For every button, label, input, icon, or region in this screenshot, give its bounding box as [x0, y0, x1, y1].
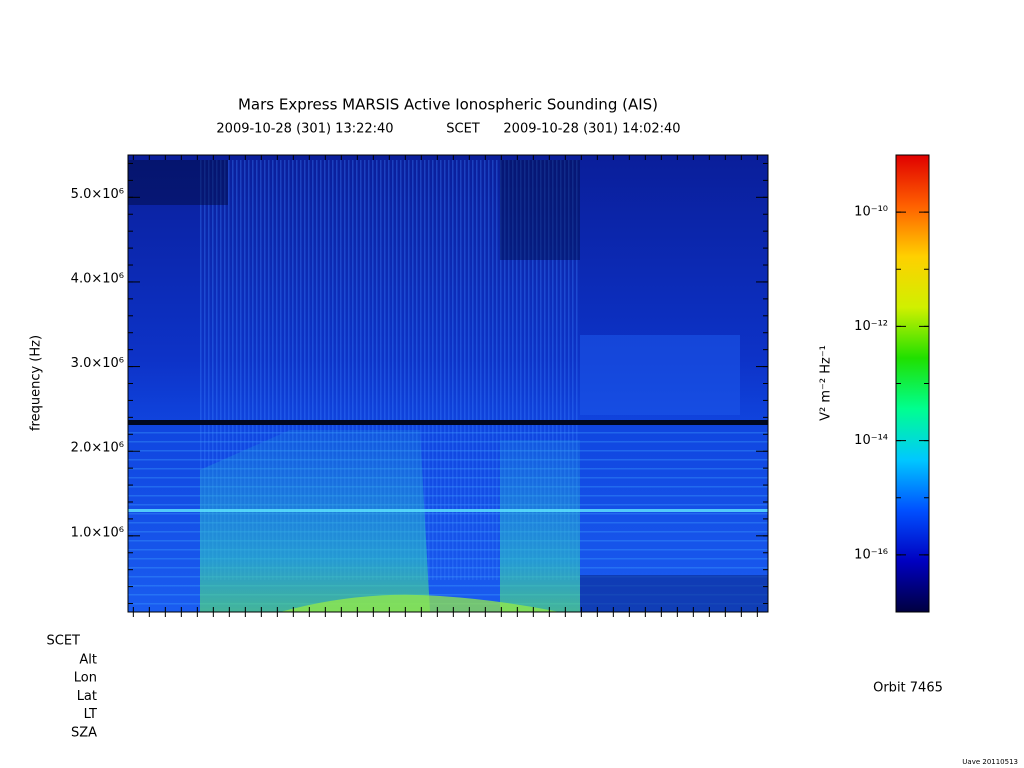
- y-tick-label: 4.0×10⁶: [71, 271, 124, 286]
- chart-title: Mars Express MARSIS Active Ionospheric S…: [238, 96, 658, 114]
- colorbar-label: V² m⁻² Hz⁻¹: [819, 345, 834, 421]
- y-axis-label: frequency (Hz): [29, 335, 44, 431]
- colorbar-tick-label: 10⁻¹⁰: [854, 205, 888, 220]
- start-time: 2009-10-28 (301) 13:22:40: [216, 122, 393, 137]
- y-tick-label: 3.0×10⁶: [71, 356, 124, 371]
- ephemeris-row-label: SZA: [71, 725, 97, 740]
- y-tick-label: 2.0×10⁶: [71, 441, 124, 456]
- ephemeris-row-label: LT: [84, 707, 97, 722]
- y-tick-label: 1.0×10⁶: [71, 525, 124, 540]
- ephemeris-header: SCET: [47, 634, 81, 649]
- orbit-label: Orbit 7465: [873, 681, 943, 696]
- colorbar-tick-label: 10⁻¹²: [854, 319, 888, 334]
- time-system: SCET: [446, 122, 480, 137]
- spectrogram-image: [128, 155, 768, 612]
- colorbar-tick-label: 10⁻¹⁴: [854, 433, 888, 448]
- colorbar-tick-label: 10⁻¹⁶: [854, 547, 888, 562]
- y-tick-label: 5.0×10⁶: [71, 187, 124, 202]
- ephemeris-row-label: Lat: [77, 689, 97, 704]
- ephemeris-row-label: Alt: [79, 653, 97, 668]
- version-label: Uave 20110513: [962, 758, 1018, 766]
- end-time: 2009-10-28 (301) 14:02:40: [503, 122, 680, 137]
- ephemeris-row-label: Lon: [74, 671, 97, 686]
